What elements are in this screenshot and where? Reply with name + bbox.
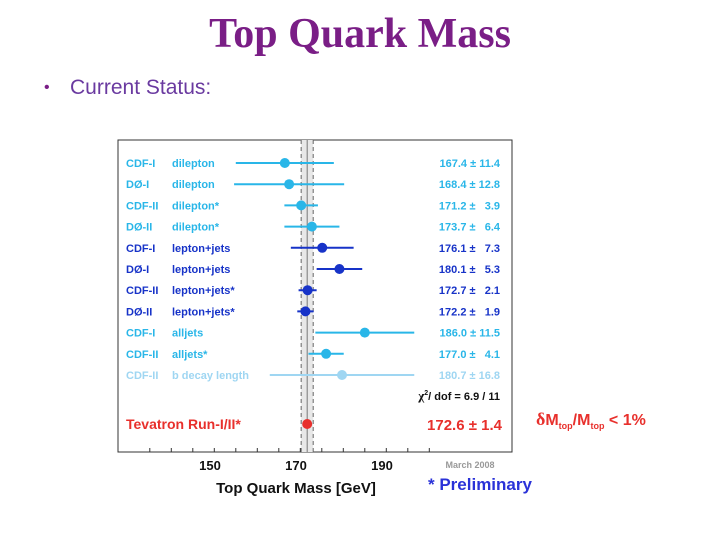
- measurement-value: 176.1 ± 7.3: [439, 243, 500, 255]
- measurement-point: [284, 179, 295, 190]
- channel-label: b decay length: [172, 370, 249, 382]
- x-tick-label: 190: [371, 458, 393, 473]
- precision-annotation: δMtop/Mtop < 1%: [536, 409, 646, 431]
- measurement-value: 186.0 ± 11.5: [440, 328, 500, 340]
- measurement-value: 172.7 ± 2.1: [439, 285, 500, 297]
- measurement-point: [337, 370, 348, 380]
- channel-label: dilepton: [172, 179, 215, 191]
- combination-value: 172.6 ± 1.4: [427, 417, 503, 434]
- channel-label: lepton+jets: [172, 243, 230, 255]
- experiment-label: CDF-I: [126, 243, 155, 255]
- channel-label: lepton+jets*: [172, 306, 235, 318]
- experiment-label: CDF-I: [126, 158, 155, 170]
- bullet-dot-icon: •: [44, 79, 50, 96]
- channel-label: dilepton*: [172, 222, 220, 234]
- experiment-label: DØ-I: [126, 264, 149, 276]
- experiment-label: DØ-I: [126, 179, 149, 191]
- bullet-item: • Current Status:: [44, 76, 211, 100]
- measurement-value: 167.4 ± 11.4: [440, 158, 501, 170]
- channel-label: alljets: [172, 328, 203, 340]
- x-axis-label: Top Quark Mass [GeV]: [216, 480, 376, 497]
- bullet-text: Current Status:: [70, 76, 212, 99]
- preliminary-note: * Preliminary: [428, 475, 532, 494]
- measurement-value: 173.7 ± 6.4: [439, 222, 501, 234]
- experiment-label: CDF-II: [126, 285, 158, 297]
- measurement-value: 172.2 ± 1.9: [439, 306, 500, 318]
- experiment-label: DØ-II: [126, 306, 152, 318]
- measurement-point: [317, 242, 328, 253]
- combination-label: Tevatron Run-I/II*: [126, 416, 241, 432]
- page-title: Top Quark Mass: [209, 11, 511, 57]
- measurement-point: [321, 348, 332, 359]
- measurement-point: [359, 327, 370, 338]
- experiment-label: CDF-I: [126, 328, 155, 340]
- date-label: March 2008: [445, 460, 494, 470]
- measurement-point: [300, 306, 311, 317]
- measurement-value: 180.7 ± 16.8: [439, 370, 500, 382]
- channel-label: lepton+jets: [172, 264, 230, 276]
- measurement-point: [302, 285, 313, 296]
- x-tick-label: 170: [285, 458, 307, 473]
- x-tick-label: 150: [199, 458, 221, 473]
- measurement-value: 177.0 ± 4.1: [439, 349, 500, 361]
- chi2-annotation: χ2/ dof = 6.9 / 11: [417, 388, 500, 403]
- plot-frame: [117, 139, 513, 453]
- measurement-value: 168.4 ± 12.8: [439, 179, 500, 191]
- measurement-value: 171.2 ± 3.9: [439, 200, 500, 212]
- channel-label: alljets*: [172, 349, 208, 361]
- measurement-point: [306, 221, 317, 232]
- measurement-point: [279, 158, 290, 168]
- combination-point: [302, 419, 313, 429]
- channel-label: lepton+jets*: [172, 285, 235, 297]
- channel-label: dilepton: [172, 158, 215, 170]
- measurement-point: [334, 264, 345, 274]
- channel-label: dilepton*: [172, 200, 220, 212]
- experiment-label: DØ-II: [126, 222, 152, 234]
- measurement-point: [296, 200, 307, 211]
- measurement-value: 180.1 ± 5.3: [439, 264, 500, 276]
- experiment-label: CDF-II: [126, 349, 158, 361]
- experiment-label: CDF-II: [126, 200, 158, 212]
- experiment-label: CDF-II: [126, 370, 158, 382]
